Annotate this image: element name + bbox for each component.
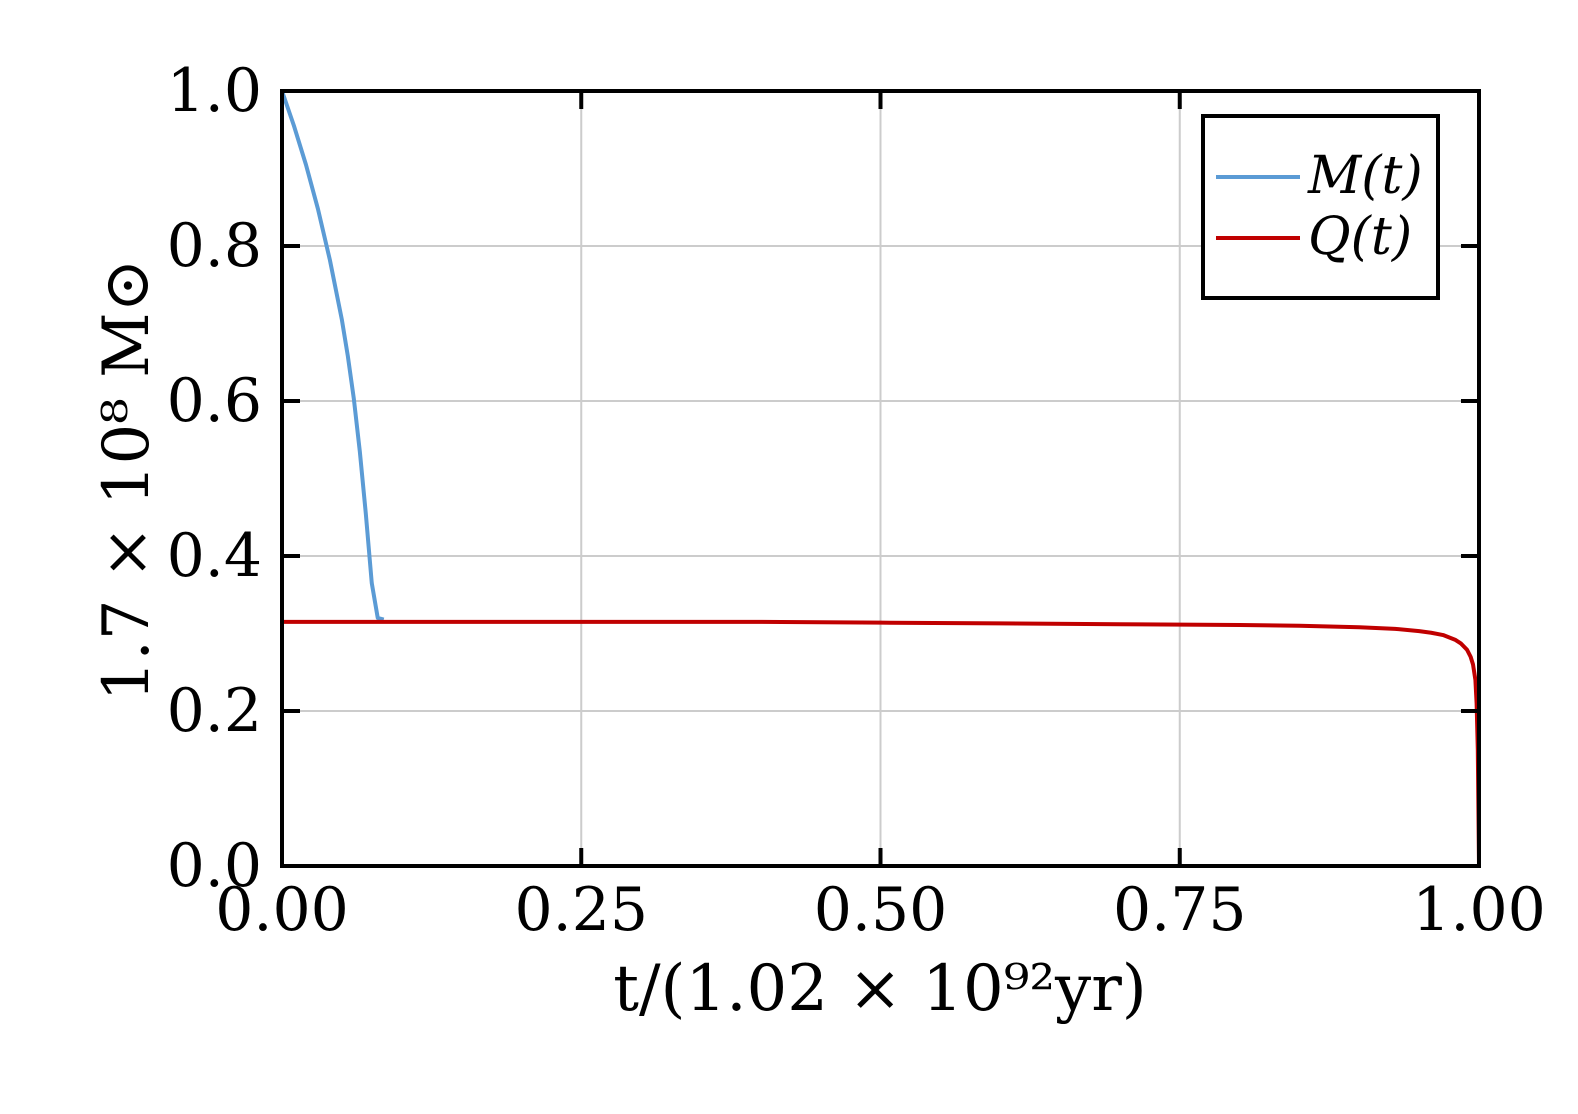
x-axis-title: t/(1.02 × 10⁹²yr) xyxy=(613,952,1147,1026)
x-tick-label: 0.50 xyxy=(814,875,948,945)
grid xyxy=(282,91,1479,866)
y-axis-title: 1.7 × 10⁸ M⊙ xyxy=(90,259,164,702)
series-layer xyxy=(280,90,1481,867)
series-line-m xyxy=(280,90,385,622)
x-tick-label: 1.00 xyxy=(1412,875,1546,945)
legend-label-q: Q(t) xyxy=(1308,207,1412,267)
x-tick-label: 0.25 xyxy=(514,875,648,945)
y-tick-label: 0.4 xyxy=(167,521,262,591)
y-tick-label: 0.6 xyxy=(167,366,262,436)
y-tick-label: 0.0 xyxy=(167,831,262,901)
legend-label-m: M(t) xyxy=(1307,146,1423,206)
legend: M(t) Q(t) xyxy=(1201,114,1440,300)
y-tick-label: 0.8 xyxy=(167,211,262,281)
x-tick-label: 0.00 xyxy=(215,875,349,945)
ticks xyxy=(282,91,1479,866)
legend-box xyxy=(1201,114,1440,300)
y-tick-label: 1.0 xyxy=(167,56,262,126)
tick-labels: 0.00 0.25 0.50 0.75 1.00 0.0 0.2 0.4 0.6 0.8 1.0 xyxy=(167,56,1546,945)
y-tick-label: 0.2 xyxy=(167,676,262,746)
series-line-q xyxy=(282,619,1481,867)
x-tick-label: 0.75 xyxy=(1113,875,1247,945)
